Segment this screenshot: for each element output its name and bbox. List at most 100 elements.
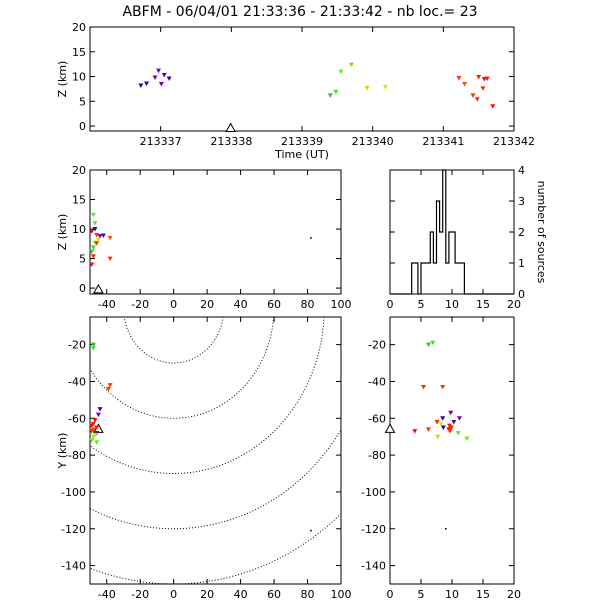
data-point xyxy=(138,83,144,88)
y-tick-label: 0 xyxy=(79,120,86,133)
data-point xyxy=(440,384,446,390)
data-point xyxy=(448,425,454,430)
plot-frame xyxy=(89,316,342,585)
x-tick-label: 0 xyxy=(387,298,394,311)
x-tick-label: 100 xyxy=(331,298,352,311)
plot-frame xyxy=(89,26,515,132)
y-tick-label: -60 xyxy=(68,412,86,425)
data-point xyxy=(327,93,333,98)
data-point xyxy=(90,346,96,351)
station-marker xyxy=(384,423,396,433)
data-point xyxy=(90,245,96,250)
data-point xyxy=(455,431,461,436)
x-tick-label: 10 xyxy=(445,298,459,311)
data-point xyxy=(484,76,490,82)
data-point xyxy=(94,440,100,445)
data-point xyxy=(425,427,431,432)
figure-title: ABFM - 06/04/01 21:33:36 - 21:33:42 - nb… xyxy=(122,4,477,20)
data-point xyxy=(451,419,457,425)
x-tick-label: 80 xyxy=(301,588,315,600)
y-tick-label: -60 xyxy=(368,412,386,425)
data-point xyxy=(456,76,462,81)
x-tick-label: 213341 xyxy=(422,135,464,148)
data-point xyxy=(448,410,454,416)
data-point xyxy=(97,407,103,412)
y-tick-label: -40 xyxy=(368,375,386,388)
data-point xyxy=(310,237,312,239)
data-point xyxy=(434,419,440,425)
panel-x-height: -40 -20 0 20 40 60 80 100 0 5 10 15 20 Z (km) xyxy=(56,164,352,311)
y-tick-label: 15 xyxy=(72,46,86,59)
y-tick-label: 0 xyxy=(518,288,525,301)
x-tick-label: 0 xyxy=(387,588,394,600)
data-point xyxy=(430,340,436,346)
station-marker xyxy=(225,122,236,133)
data-point xyxy=(144,81,150,86)
data-point xyxy=(435,434,441,440)
data-point xyxy=(338,69,344,75)
data-point xyxy=(90,212,96,218)
data-point xyxy=(447,429,453,434)
x-tick-label: 213342 xyxy=(493,135,535,148)
x-tick-label: 213340 xyxy=(352,135,394,148)
data-point xyxy=(445,527,447,530)
y-tick-label: -120 xyxy=(361,523,386,536)
data-point xyxy=(92,221,98,226)
y-tick-label: 20 xyxy=(72,21,86,34)
data-point xyxy=(152,75,158,81)
y-axis-label: Z (km) xyxy=(56,61,69,98)
data-point xyxy=(95,237,101,243)
y-axis-label: Z (km) xyxy=(56,214,69,251)
data-point xyxy=(382,84,388,90)
data-point xyxy=(456,416,462,421)
data-point xyxy=(464,436,470,442)
data-point xyxy=(476,75,482,80)
panel-time-height: 213337 213338 213339 213340 213341 213342 0 5 10… xyxy=(56,21,535,161)
y-tick-label: 2 xyxy=(518,226,525,239)
data-point xyxy=(161,73,167,78)
x-tick-label: 80 xyxy=(301,298,315,311)
data-point xyxy=(105,386,111,392)
y-tick-label: -120 xyxy=(61,523,86,536)
x-tick-label: -20 xyxy=(131,588,149,600)
range-rings xyxy=(90,317,341,584)
x-tick-label: 40 xyxy=(234,298,248,311)
x-tick-label: 0 xyxy=(170,298,177,311)
data-point xyxy=(100,233,106,239)
y-tick-label: 10 xyxy=(72,223,86,236)
y-axis-label: Y (km) xyxy=(56,433,69,470)
data-point xyxy=(89,249,95,254)
data-point xyxy=(89,438,95,443)
panel-plan-view: -40 -20 0 20 40 60 80 100 -140 -120 -100 -80 -60 -40 -… xyxy=(56,316,352,600)
data-point xyxy=(107,256,113,262)
data-point xyxy=(89,429,95,434)
data-point xyxy=(425,342,431,348)
y-tick-label: -140 xyxy=(61,560,86,573)
data-point xyxy=(490,104,496,109)
x-tick-label: 20 xyxy=(507,588,521,600)
data-point xyxy=(348,62,354,68)
data-point xyxy=(310,529,312,532)
x-tick-label: 60 xyxy=(267,298,281,311)
x-tick-label: 5 xyxy=(418,588,425,600)
y-tick-label: 3 xyxy=(518,195,525,208)
plot-frame xyxy=(89,169,342,295)
data-point xyxy=(97,234,103,239)
x-tick-label: 15 xyxy=(476,588,490,600)
data-point xyxy=(158,81,164,87)
x-tick-label: 0 xyxy=(170,588,177,600)
y-tick-label: -100 xyxy=(361,486,386,499)
plot-frame xyxy=(389,316,515,585)
x-tick-label: 20 xyxy=(200,588,214,600)
y-tick-label: 15 xyxy=(72,194,86,207)
data-point xyxy=(166,76,172,82)
y-tick-label: 0 xyxy=(79,282,86,295)
x-axis-label: Time (UT) xyxy=(274,148,329,161)
data-point xyxy=(90,434,96,440)
y-tick-label: 5 xyxy=(79,95,86,108)
data-point xyxy=(94,425,100,430)
x-tick-label: -40 xyxy=(98,298,116,311)
y-tick-label: -100 xyxy=(61,486,86,499)
y-tick-label: 10 xyxy=(72,71,86,84)
